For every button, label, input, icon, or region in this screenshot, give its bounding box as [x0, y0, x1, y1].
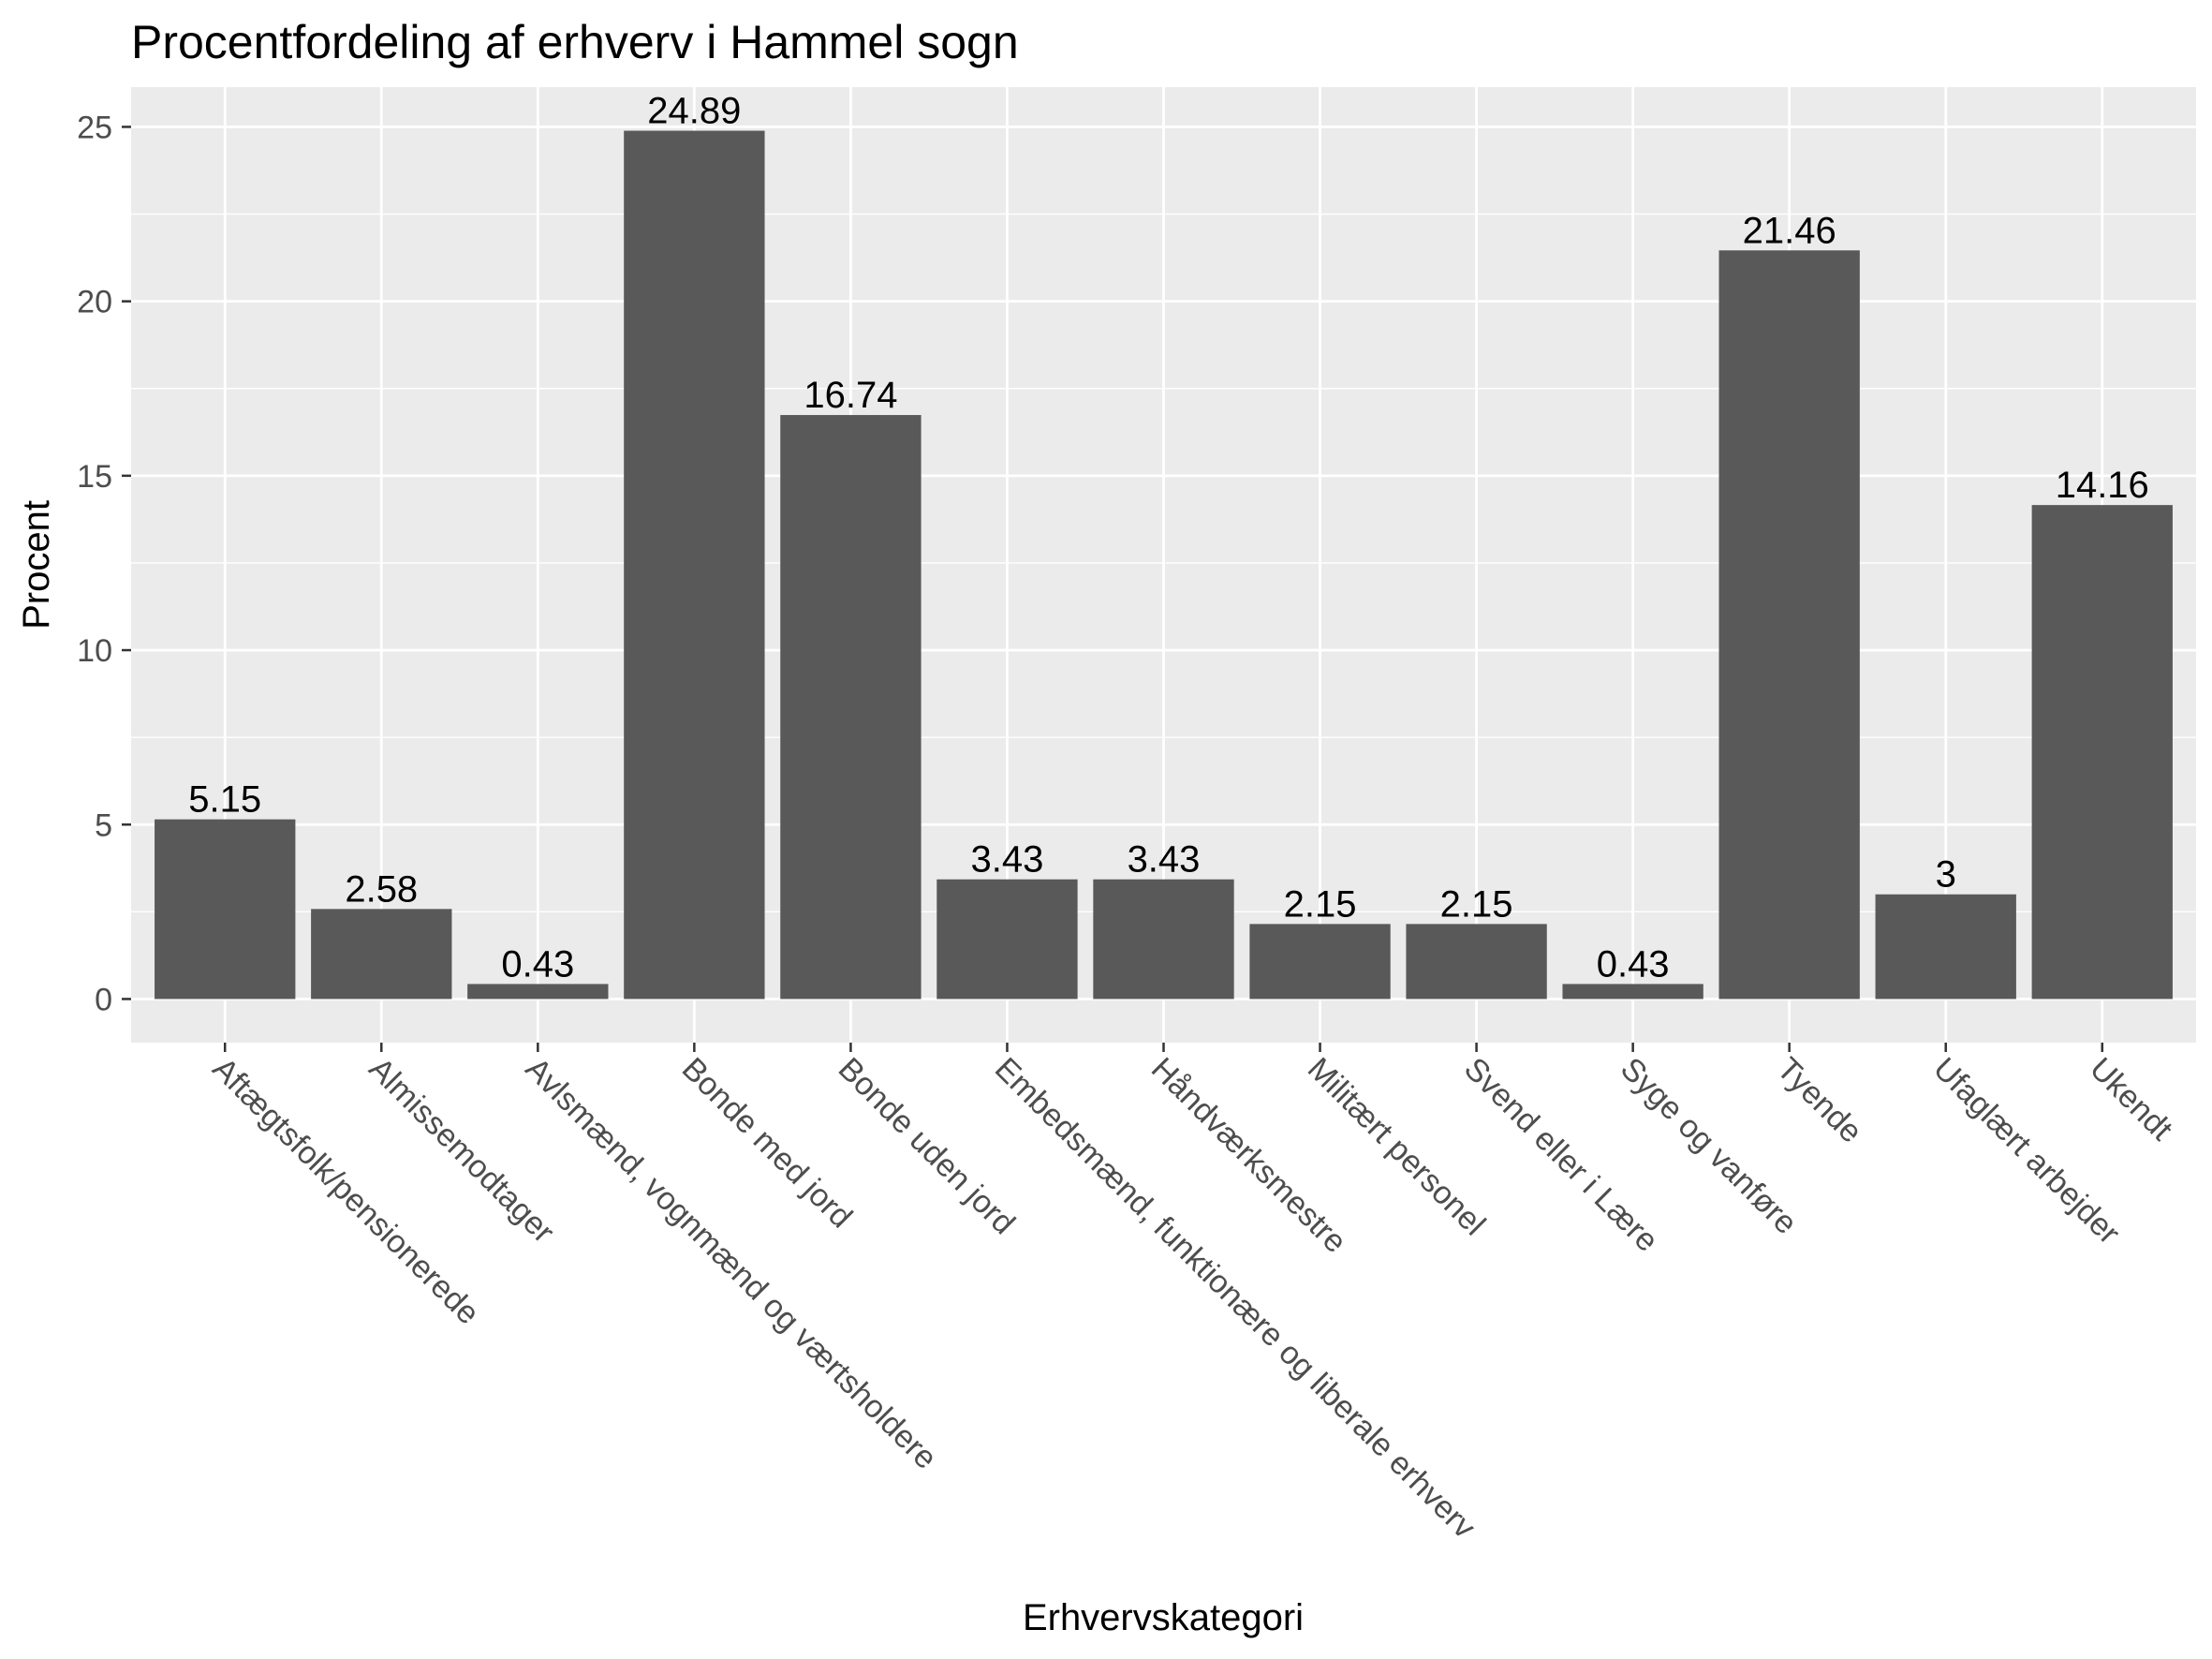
- y-tick-label: 10: [77, 633, 112, 669]
- bar: [1875, 894, 2016, 1000]
- data-label: 2.15: [1284, 883, 1357, 925]
- bars: [155, 130, 2173, 1000]
- x-tick-label: Tyende: [1770, 1051, 1869, 1150]
- bar: [1406, 924, 1547, 1000]
- y-tick-label: 5: [95, 807, 112, 843]
- bar: [1093, 879, 1234, 1000]
- data-label: 0.43: [501, 943, 574, 985]
- bar: [2031, 505, 2173, 1000]
- bar: [780, 415, 922, 1000]
- bar: [311, 909, 452, 1000]
- data-label: 2.15: [1440, 883, 1513, 925]
- bar: [1249, 924, 1391, 1000]
- bar: [936, 879, 1078, 1000]
- data-label: 21.46: [1743, 210, 1836, 251]
- data-label: 3: [1936, 854, 1956, 896]
- y-tick-label: 0: [95, 982, 112, 1017]
- data-label: 3.43: [1128, 839, 1201, 881]
- x-tick-label: Ukendt: [2083, 1051, 2179, 1148]
- y-axis-title: Procent: [16, 500, 57, 630]
- x-axis-title: Erhvervskategori: [1023, 1597, 1304, 1638]
- y-tick-label: 25: [77, 110, 112, 145]
- bar: [624, 130, 765, 1000]
- bar: [1562, 984, 1703, 1000]
- data-label: 14.16: [2056, 465, 2149, 506]
- data-label: 0.43: [1597, 943, 1670, 985]
- x-tick-label: Aftægtsfolk/pensionerede: [206, 1051, 487, 1332]
- bar: [1718, 250, 1860, 1000]
- y-tick-label: 15: [77, 459, 112, 495]
- data-label: 3.43: [971, 839, 1044, 881]
- chart-title: Procentfordeling af erhverv i Hammel sog…: [131, 16, 1019, 68]
- data-label: 16.74: [804, 375, 897, 416]
- y-tick-label: 20: [77, 285, 112, 320]
- data-label: 24.89: [647, 91, 741, 132]
- data-label: 5.15: [188, 779, 261, 821]
- bar: [467, 984, 609, 1000]
- data-label: 2.58: [345, 868, 418, 910]
- data-labels: 5.15 2.58 0.43 24.89 16.74 3.43 3.43 2.15 2.15 0.…: [188, 91, 2149, 985]
- bar: [155, 819, 296, 1000]
- y-axis: 0 5 10 15 20 25: [77, 110, 131, 1017]
- x-tick-label: Bonde med jord: [675, 1051, 860, 1236]
- x-axis: Aftægtsfolk/pensioneredeAlmissemodtagerA…: [206, 1043, 2180, 1546]
